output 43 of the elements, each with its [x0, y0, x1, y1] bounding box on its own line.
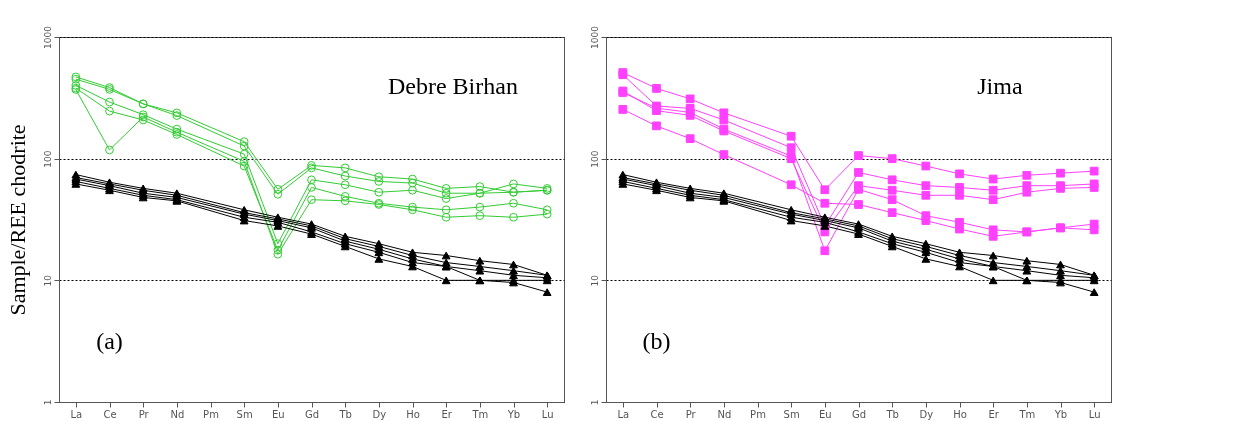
y-tick-label: 10	[589, 274, 600, 287]
x-tick-label: Tb	[338, 408, 352, 420]
x-tick-label: Er	[988, 408, 1000, 420]
annotation: Jima	[977, 73, 1023, 99]
y-axis-title: Sample/REE chodrite	[4, 124, 30, 316]
x-tick-label: Yb	[506, 408, 521, 420]
x-tick-label: Pr	[138, 408, 150, 420]
x-tick-label: La	[70, 408, 83, 420]
annotation: Debre Birhan	[387, 73, 518, 99]
x-tick-label: Yb	[1053, 408, 1068, 420]
y-tick-label: 1	[589, 399, 600, 406]
x-tick-label: Sm	[236, 408, 253, 420]
x-tick-label: Gd	[851, 408, 867, 420]
x-tick-label: Dy	[919, 408, 934, 420]
x-tick-label: Gd	[304, 408, 320, 420]
x-tick-label: Ce	[103, 408, 117, 420]
x-tick-label: Ho	[406, 408, 420, 420]
y-tick-label: 10	[42, 274, 53, 287]
x-tick-label: Nd	[717, 408, 732, 420]
x-tick-label: Pm	[750, 408, 766, 420]
x-tick-label: Ho	[953, 408, 967, 420]
y-tick-label: 1	[42, 399, 53, 406]
x-tick-label: Ce	[650, 408, 664, 420]
x-tick-label: Pr	[685, 408, 697, 420]
x-tick-label: La	[617, 408, 630, 420]
x-tick-label: Lu	[1088, 408, 1101, 420]
x-tick-label: Dy	[372, 408, 387, 420]
annotation: (b)	[642, 328, 671, 354]
x-tick-label: Pm	[203, 408, 219, 420]
x-tick-label: Nd	[170, 408, 185, 420]
x-tick-label: Eu	[272, 408, 285, 420]
x-tick-label: Tm	[1018, 408, 1036, 420]
y-tick-label: 100	[42, 150, 53, 168]
y-tick-label: 1000	[589, 25, 600, 49]
x-tick-label: Er	[441, 408, 453, 420]
y-tick-label: 100	[589, 150, 600, 168]
y-tick-label: 1000	[42, 25, 53, 49]
x-tick-label: Lu	[541, 408, 554, 420]
annotation: (a)	[96, 328, 123, 354]
x-tick-label: Tb	[885, 408, 899, 420]
x-tick-label: Tm	[471, 408, 489, 420]
x-tick-label: Sm	[783, 408, 800, 420]
x-tick-label: Eu	[819, 408, 832, 420]
